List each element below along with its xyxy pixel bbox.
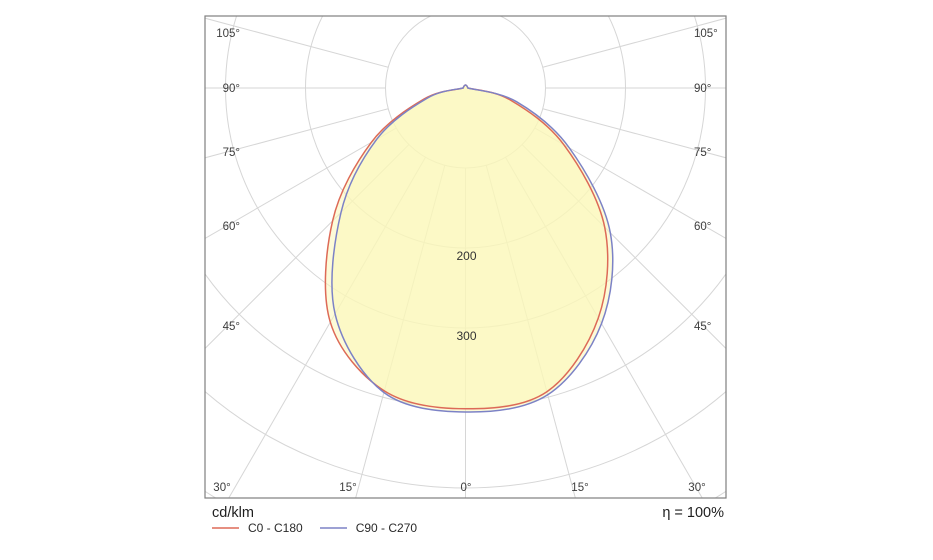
angle-label-bottom-0: 30° [213, 482, 230, 494]
grid-radial-105 [542, 17, 726, 68]
legend-swatch-c0-c180-line [212, 527, 239, 529]
angle-label-group: 105° 90° 75° 60° 45° 105° 90° 75° 60° 45° 30° 15° 0°… [213, 28, 717, 494]
angle-label-bottom-4: 30° [688, 482, 705, 494]
angle-label-bottom-1: 15° [339, 482, 356, 494]
legend-label-c90-c270: C90 - C270 [355, 521, 418, 535]
grid-radial-45 [521, 144, 726, 350]
legend: C0 - C180 C90 - C270 [212, 521, 434, 535]
angle-label-left-105: 105° [216, 28, 240, 40]
efficiency-label: η = 100% [662, 505, 724, 521]
ring-label-group: 200 300 [456, 249, 476, 343]
angle-label-left-60: 60° [223, 221, 240, 233]
grid-radial-75 [205, 108, 389, 159]
angle-label-right-105: 105° [694, 28, 718, 40]
legend-item-c0-c180: C0 - C180 [212, 521, 320, 535]
curve-group [324, 84, 614, 413]
angle-label-left-45: 45° [223, 321, 240, 333]
angle-label-bottom-3: 15° [571, 482, 588, 494]
grid-radial-60 [534, 127, 726, 239]
angle-label-bottom-2: 0° [461, 482, 472, 494]
legend-label-c0-c180: C0 - C180 [248, 521, 303, 535]
intensity-curve-c0-c180 [324, 84, 609, 410]
grid-radial-75 [542, 108, 726, 159]
unit-label: cd/klm [212, 505, 254, 521]
angle-label-right-75: 75° [694, 147, 711, 159]
angle-label-left-90: 90° [223, 83, 240, 95]
grid-radial-45 [205, 144, 410, 350]
grid-radial-105 [205, 17, 389, 68]
plot-border [204, 15, 727, 499]
angle-label-left-75: 75° [223, 147, 240, 159]
ring-value-label-200: 200 [456, 249, 476, 263]
ring-value-label-300: 300 [456, 329, 476, 343]
intensity-fill-c90-c270 [331, 85, 613, 413]
legend-item-c90-c270: C90 - C270 [319, 521, 434, 535]
angle-label-right-45: 45° [694, 321, 711, 333]
legend-swatch-c90-c270-line [319, 527, 347, 529]
intensity-curve-c90-c270 [331, 84, 614, 413]
angle-label-right-90: 90° [694, 83, 711, 95]
angle-label-right-60: 60° [694, 221, 711, 233]
intensity-fill-group [325, 85, 613, 413]
grid-radial-60 [205, 127, 397, 239]
